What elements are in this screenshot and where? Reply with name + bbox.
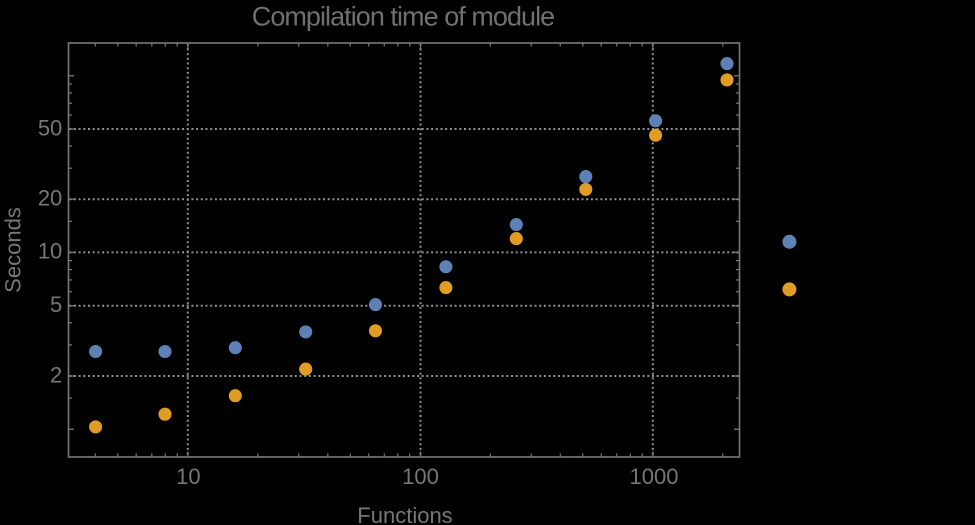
svg-text:50: 50 xyxy=(38,115,62,140)
svg-text:100: 100 xyxy=(402,464,439,489)
svg-text:2: 2 xyxy=(50,362,62,387)
svg-text:1000: 1000 xyxy=(630,464,679,489)
svg-text:10: 10 xyxy=(38,239,62,264)
svg-text:10: 10 xyxy=(176,464,200,489)
svg-text:5: 5 xyxy=(50,292,62,317)
svg-text:Compilation time of module: Compilation time of module xyxy=(252,1,554,31)
svg-text:Functions: Functions xyxy=(357,503,452,525)
svg-text:20: 20 xyxy=(38,186,62,211)
svg-text:Seconds: Seconds xyxy=(1,207,26,293)
